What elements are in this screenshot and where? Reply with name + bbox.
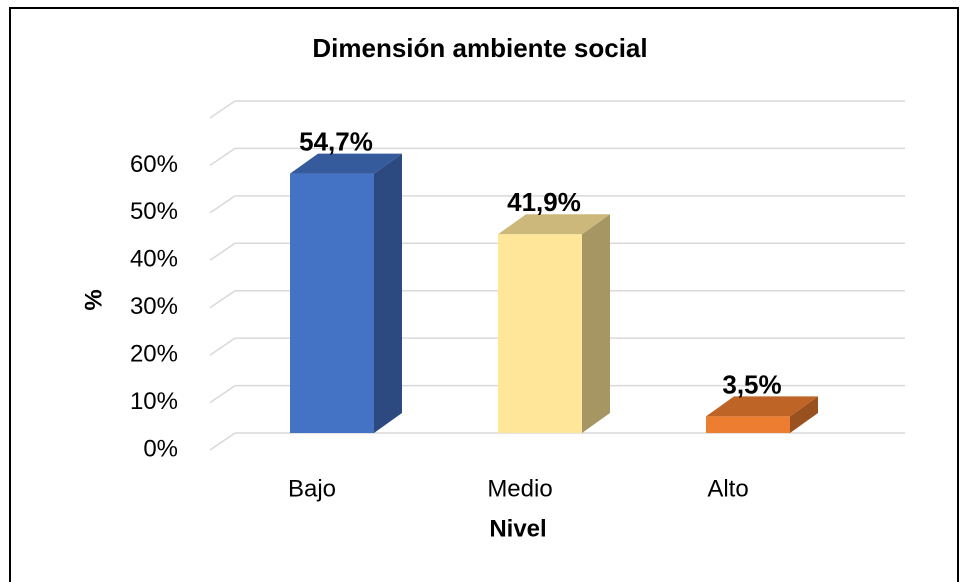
y-tick-label: 30% (130, 293, 178, 320)
bar-side (374, 153, 402, 433)
chart-title: Dimensión ambiente social (312, 33, 647, 63)
grid-line-diagonal (209, 337, 236, 356)
chart-border (9, 7, 959, 582)
grid-line-diagonal (209, 384, 236, 404)
bar-side (582, 214, 610, 433)
x-tick-label: Alto (707, 475, 748, 502)
y-tick-label: 40% (130, 246, 178, 273)
x-axis-label: Nivel (489, 515, 546, 542)
grid-line-diagonal (209, 432, 236, 451)
y-tick-label: 20% (130, 340, 178, 367)
grid-frame-diagonal (209, 100, 236, 119)
bar (290, 173, 374, 433)
x-tick-label: Bajo (288, 475, 336, 502)
x-tick-label: Medio (487, 475, 552, 502)
y-axis-label: % (80, 289, 107, 310)
grid-line-diagonal (209, 195, 236, 214)
bar-top (498, 214, 610, 235)
bar (498, 234, 582, 433)
bar (706, 416, 790, 433)
data-label: 41,9% (507, 187, 581, 217)
bar-side (790, 396, 818, 433)
bar-top (706, 396, 818, 417)
y-tick-label: 10% (130, 388, 178, 415)
y-tick-label: 0% (143, 435, 178, 462)
grid-line-diagonal (209, 147, 236, 167)
grid-line-diagonal (209, 242, 236, 261)
y-tick-label: 50% (130, 198, 178, 225)
data-label: 54,7% (299, 126, 373, 156)
bar-top (290, 153, 402, 174)
data-label: 3,5% (722, 369, 781, 399)
y-tick-label: 60% (130, 151, 178, 178)
grid-line-diagonal (209, 290, 236, 309)
